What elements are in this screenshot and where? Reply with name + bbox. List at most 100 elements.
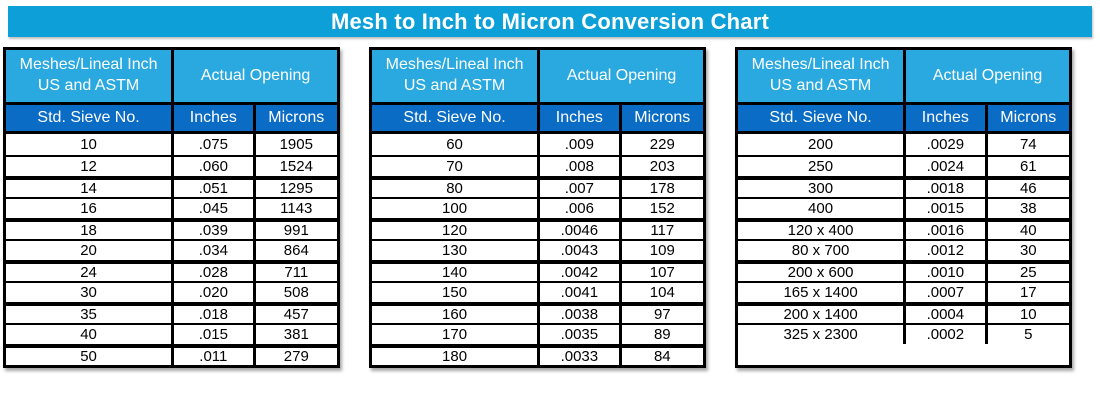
group-header-row: Meshes/Lineal Inch US and ASTM Actual Op…: [738, 50, 1069, 105]
inches-cell: .0046: [540, 222, 622, 239]
table-body: 60.009 229 70.008 203 80.007 178 100.006 152 120…: [372, 134, 703, 365]
table-row: 12.060 1524: [6, 155, 337, 176]
sieve-no-cell: 180: [372, 348, 541, 365]
microns-cell: 10: [1019, 306, 1037, 323]
sieve-no-cell: 12: [6, 157, 175, 176]
inches-cell: .051: [174, 180, 256, 197]
microns-cell: 40: [1019, 222, 1037, 239]
table-row: 18.039 991: [6, 218, 337, 239]
mesh-header-line1: Meshes/Lineal Inch: [385, 56, 524, 74]
sieve-no-cell: 70: [372, 157, 541, 176]
microns-cell: 117: [650, 222, 675, 239]
inches-cell: .0035: [540, 325, 622, 344]
table-row: 300.0018 46: [738, 176, 1069, 197]
sieve-no-cell: 160: [372, 306, 541, 323]
inches-cell: .020: [174, 283, 256, 302]
sieve-no-cell: 300: [738, 180, 907, 197]
microns-column-header: Microns: [1000, 109, 1057, 126]
microns-column-header: Microns: [268, 109, 325, 126]
mesh-column-group-header: Meshes/Lineal Inch US and ASTM: [6, 50, 175, 102]
inches-cell: .0010: [906, 264, 988, 281]
table-row: 180.0033 84: [372, 344, 703, 365]
group-header-row: Meshes/Lineal Inch US and ASTM Actual Op…: [372, 50, 703, 105]
sieve-no-cell: 140: [372, 264, 541, 281]
sieve-no-cell: 24: [6, 264, 175, 281]
inches-cell: .034: [174, 241, 256, 260]
microns-cell: 89: [653, 326, 671, 343]
inches-cell: .028: [174, 264, 256, 281]
microns-cell: 991: [283, 222, 309, 239]
table-row: 140.0042 107: [372, 260, 703, 281]
sieve-no-cell: 165 x 1400: [738, 283, 907, 302]
sieve-no-cell: 150: [372, 283, 541, 302]
sieve-no-cell: 250: [738, 157, 907, 176]
microns-cell: 30: [1019, 242, 1037, 259]
sieve-no-cell: 18: [6, 222, 175, 239]
inches-cell: .011: [174, 348, 256, 365]
mesh-header-line2: US and ASTM: [769, 77, 872, 94]
inches-column-header: Inches: [906, 105, 988, 131]
table-row: 200.0029 74: [738, 134, 1069, 155]
inches-column-header: Inches: [540, 105, 622, 131]
table-row: 200 x 600.0010 25: [738, 260, 1069, 281]
mesh-column-group-header: Meshes/Lineal Inch US and ASTM: [738, 50, 907, 102]
microns-cell: 711: [284, 264, 309, 281]
conversion-table-1: Meshes/Lineal Inch US and ASTM Actual Op…: [3, 47, 340, 368]
actual-opening-group-header: Actual Opening: [566, 67, 677, 84]
table-row: 200 x 1400.0004 10: [738, 302, 1069, 323]
inches-cell: .0018: [906, 180, 988, 197]
table-row: 160.0038 97: [372, 302, 703, 323]
microns-cell: 1295: [279, 180, 313, 197]
mesh-column-group-header: Meshes/Lineal Inch US and ASTM: [372, 50, 541, 102]
table-row: 400.0015 38: [738, 197, 1069, 218]
inches-cell: .0043: [540, 241, 622, 260]
inches-cell: .008: [540, 157, 622, 176]
sieve-no-cell: 120 x 400: [738, 222, 907, 239]
microns-cell: 17: [1019, 284, 1037, 301]
microns-cell: 104: [649, 284, 675, 301]
tables-container: Meshes/Lineal Inch US and ASTM Actual Op…: [3, 47, 1072, 368]
microns-cell: 97: [653, 306, 671, 323]
sieve-no-cell: 80: [372, 180, 541, 197]
table-row: 24.028 711: [6, 260, 337, 281]
sieve-no-column-header: Std. Sieve No.: [6, 105, 175, 131]
inches-cell: .0041: [540, 283, 622, 302]
inches-cell: .039: [174, 222, 256, 239]
sieve-no-cell: 10: [6, 134, 175, 155]
microns-cell: 25: [1019, 264, 1037, 281]
table-row: 250.0024 61: [738, 155, 1069, 176]
microns-column-header: Microns: [634, 109, 691, 126]
column-header-row: Std. Sieve No. Inches Microns: [372, 105, 703, 134]
column-header-row: Std. Sieve No. Inches Microns: [738, 105, 1069, 134]
inches-cell: .0012: [906, 241, 988, 260]
inches-cell: .060: [174, 157, 256, 176]
table-row: 35.018 457: [6, 302, 337, 323]
table-body: 10.075 1905 12.060 1524 14.051 1295 16.045 1143…: [6, 134, 337, 365]
microns-cell: 84: [653, 348, 671, 365]
table-row: 10.075 1905: [6, 134, 337, 155]
microns-cell: 864: [283, 242, 309, 259]
table-row: 80 x 700.0012 30: [738, 239, 1069, 260]
sieve-no-cell: 80 x 700: [738, 241, 907, 260]
inches-cell: .015: [174, 325, 256, 344]
inches-cell: .0033: [540, 348, 622, 365]
inches-cell: .007: [540, 180, 622, 197]
sieve-no-cell: 40: [6, 325, 175, 344]
mesh-header-line2: US and ASTM: [37, 77, 140, 94]
microns-cell: 107: [649, 264, 675, 281]
microns-cell: 381: [283, 326, 309, 343]
sieve-no-cell: 200 x 1400: [738, 306, 907, 323]
microns-cell: 1143: [280, 200, 313, 217]
table-row: 16.045 1143: [6, 197, 337, 218]
inches-cell: .045: [174, 199, 256, 218]
table-row: 120.0046 117: [372, 218, 703, 239]
table-row: 325 x 2300.0002 5: [738, 323, 1069, 344]
microns-cell: 38: [1019, 200, 1037, 217]
group-header-row: Meshes/Lineal Inch US and ASTM Actual Op…: [6, 50, 337, 105]
sieve-no-cell: 130: [372, 241, 541, 260]
microns-cell: 279: [283, 348, 309, 365]
microns-cell: 1524: [279, 158, 313, 175]
page-title: Mesh to Inch to Micron Conversion Chart: [330, 8, 770, 34]
inches-cell: .0024: [906, 157, 988, 176]
inches-cell: .0029: [906, 134, 988, 155]
